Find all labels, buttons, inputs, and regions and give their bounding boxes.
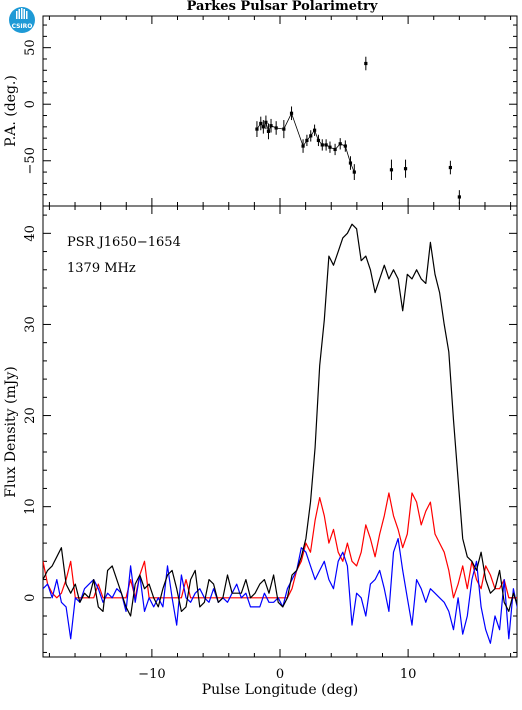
pa-point xyxy=(343,140,347,152)
pa-point xyxy=(274,121,278,135)
pa-point xyxy=(448,160,452,175)
pa-marker xyxy=(328,145,332,149)
flux-x-tick-label: 0 xyxy=(276,667,284,682)
pa-y-tick-label: 0 xyxy=(23,100,38,108)
pa-marker xyxy=(261,125,265,129)
pa-marker xyxy=(333,147,337,152)
psr-name-annotation: PSR J1650−1654 xyxy=(67,235,181,250)
pa-point xyxy=(289,106,294,121)
flux-y-axis-label: Flux Density (mJy) xyxy=(3,366,19,497)
pa-marker xyxy=(348,161,353,165)
pa-point xyxy=(309,130,313,142)
pa-marker xyxy=(324,143,328,147)
pa-marker xyxy=(338,142,342,146)
pa-marker xyxy=(255,127,259,131)
pa-marker xyxy=(269,124,273,128)
pa-marker xyxy=(457,195,461,199)
pa-point xyxy=(333,143,337,156)
pa-point xyxy=(457,190,461,204)
pa-axes: −50 0 50 xyxy=(23,16,517,206)
pa-point xyxy=(403,159,408,178)
flux-x-tick-label: −10 xyxy=(138,667,165,682)
flux-y-tick-label: 0 xyxy=(23,594,38,602)
pa-marker xyxy=(259,121,263,126)
pa-y-tick-label: 50 xyxy=(23,39,38,56)
pa-marker xyxy=(264,120,268,124)
pa-point xyxy=(269,118,273,133)
pa-point xyxy=(312,124,317,136)
pa-marker xyxy=(289,111,294,115)
flux-y-tick-label: 30 xyxy=(23,316,38,333)
pa-point xyxy=(259,116,263,131)
pa-marker xyxy=(448,165,452,170)
pa-marker xyxy=(389,168,394,172)
pa-panel-frame xyxy=(42,15,518,207)
pa-point xyxy=(305,134,309,147)
pa-y-tick-label: −50 xyxy=(23,147,38,174)
pa-marker xyxy=(274,126,278,130)
pa-point xyxy=(389,159,394,180)
logo-text: CSIRO xyxy=(12,23,33,30)
pa-marker xyxy=(305,138,309,143)
pa-point xyxy=(328,141,332,153)
pa-trend-line xyxy=(256,112,355,173)
pa-point xyxy=(301,139,305,153)
pa-marker xyxy=(403,167,408,171)
pa-point xyxy=(282,120,286,139)
pa-point xyxy=(261,120,265,134)
pa-marker xyxy=(282,127,286,131)
flux-y-tick-label: 40 xyxy=(23,225,38,242)
pa-marker xyxy=(364,61,368,66)
x-axis-label: Pulse Longitude (deg) xyxy=(202,682,359,698)
pa-marker xyxy=(316,138,321,143)
total-intensity-line xyxy=(43,223,517,617)
pa-marker xyxy=(320,143,324,147)
flux-axes: 0 10 20 30 40 −10 0 10 xyxy=(23,206,517,682)
pa-point xyxy=(264,115,268,130)
pa-point xyxy=(324,139,328,151)
pa-marker xyxy=(312,128,317,132)
frequency-annotation: 1379 MHz xyxy=(67,261,136,276)
pa-point xyxy=(338,138,342,150)
flux-y-tick-label: 10 xyxy=(23,498,38,515)
pa-y-axis-label: P.A. (deg.) xyxy=(3,75,19,147)
circular-polarization-line xyxy=(43,538,517,644)
pa-point xyxy=(255,121,259,138)
pa-marker xyxy=(301,144,305,148)
pa-point xyxy=(320,139,324,151)
flux-y-tick-label: 20 xyxy=(23,407,38,424)
pa-point xyxy=(352,164,356,180)
pa-point xyxy=(364,56,368,71)
pa-points xyxy=(255,56,461,204)
pa-marker xyxy=(343,144,347,148)
pa-marker xyxy=(266,129,271,133)
pa-marker xyxy=(352,170,356,174)
pa-marker xyxy=(309,134,313,138)
pa-point xyxy=(266,123,271,140)
pa-point xyxy=(348,156,353,170)
pa-point xyxy=(316,134,321,147)
flux-lines xyxy=(43,223,517,644)
chart-title: Parkes Pulsar Polarimetry xyxy=(187,0,378,14)
flux-x-tick-label: 10 xyxy=(400,667,417,682)
linear-polarization-line xyxy=(43,492,517,599)
csiro-logo: CSIRO xyxy=(9,7,35,33)
